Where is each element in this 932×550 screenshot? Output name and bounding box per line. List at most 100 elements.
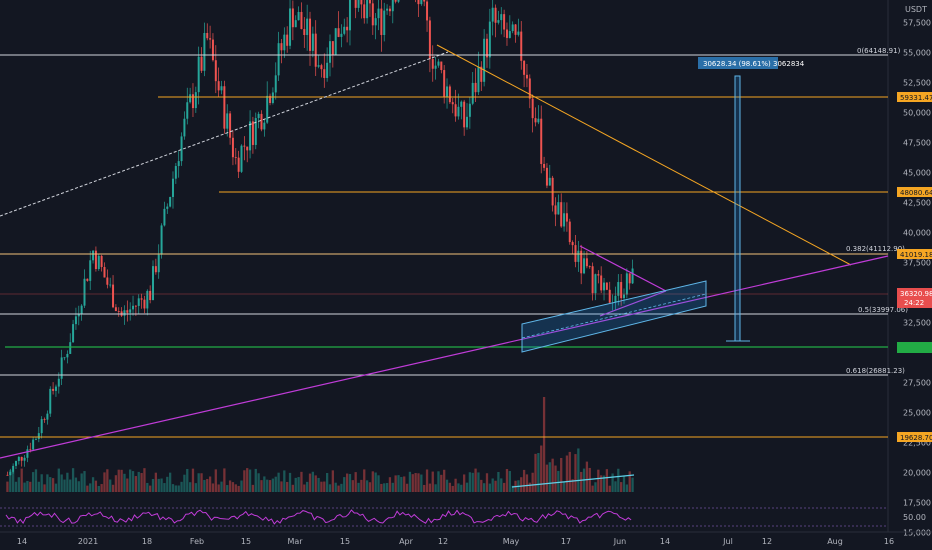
wedge-upper-line[interactable] — [579, 245, 667, 292]
time-tick-16: 16 — [884, 537, 894, 546]
volume-bar — [428, 483, 432, 492]
candle-body — [368, 0, 371, 4]
volume-bar — [343, 477, 346, 492]
price-tick-4: 25,000 — [903, 409, 931, 418]
volume-bar — [43, 484, 46, 492]
fib-label-0: 0(64148.91) — [857, 47, 901, 55]
volume-bar — [605, 469, 609, 492]
volume-bar — [628, 471, 631, 492]
volume-bar — [46, 474, 49, 492]
candle-body — [243, 145, 246, 147]
candle-body — [280, 43, 283, 51]
candle-body — [246, 146, 249, 151]
candle-body — [571, 242, 574, 246]
volume-bar — [223, 468, 226, 492]
candle-body — [220, 86, 223, 91]
volume-bar — [597, 469, 600, 492]
candle-body — [303, 29, 306, 36]
candle-body — [568, 221, 571, 243]
candle-body — [77, 313, 80, 317]
price-tick-3: 22,500 — [903, 439, 931, 448]
candle-body — [263, 122, 266, 130]
candle-body — [80, 305, 83, 314]
volume-bar — [525, 474, 529, 492]
volume-bar — [540, 445, 543, 492]
volume-bar — [300, 471, 303, 492]
svg-text:59331.47: 59331.47 — [900, 94, 932, 102]
candle-body — [394, 0, 397, 2]
volume-bar — [177, 485, 180, 492]
volume-bar — [214, 469, 217, 492]
volume-bar — [40, 474, 43, 492]
volume-bar — [137, 471, 140, 492]
price-tick-14: 55,000 — [903, 49, 931, 58]
volume-bar — [306, 481, 309, 492]
volume-bar — [534, 453, 537, 492]
candle-body — [366, 0, 369, 19]
volume-bar — [591, 485, 594, 492]
candle-body — [40, 419, 43, 434]
candle-body — [63, 357, 66, 359]
time-tick-6: 15 — [340, 537, 350, 546]
volume-bar — [308, 473, 312, 492]
candle-body — [106, 277, 109, 285]
rsi-line — [5, 509, 632, 525]
volume-bar — [425, 469, 429, 492]
descending-trend-line[interactable] — [436, 44, 852, 266]
volume-bar — [488, 483, 491, 492]
volume-bar — [611, 473, 614, 492]
candle-body — [383, 10, 386, 35]
candle-body — [117, 311, 120, 312]
volume-bar — [26, 480, 29, 492]
volume-bar — [554, 465, 557, 492]
price-tick-8: 40,000 — [903, 229, 931, 238]
candle-body — [83, 278, 86, 306]
candle-body — [274, 75, 277, 93]
candle-body — [177, 161, 180, 167]
candle-body — [631, 268, 634, 284]
candle-body — [363, 4, 366, 19]
volume-trend-line[interactable] — [511, 474, 635, 488]
volume-bar — [311, 471, 315, 492]
candle-body — [126, 310, 129, 313]
volume-bar — [471, 472, 474, 492]
candle-body — [29, 449, 32, 451]
candle-body — [72, 324, 75, 343]
candle-body — [214, 60, 217, 82]
candle-body — [503, 14, 506, 30]
volume-bar — [6, 481, 9, 492]
volume-bar — [345, 473, 349, 492]
time-tick-7: Apr — [399, 537, 414, 546]
volume-bar — [183, 474, 186, 492]
price-tick-11: 47,500 — [903, 139, 931, 148]
volume-bar — [440, 474, 443, 492]
parallel-channel[interactable] — [521, 280, 707, 353]
candle-body — [511, 24, 514, 32]
volume-bar — [457, 483, 460, 492]
time-tick-11: Jun — [613, 537, 627, 546]
volume-bar — [277, 472, 280, 492]
candle-body — [266, 95, 269, 123]
volume-bar — [114, 475, 118, 492]
volume-bar — [368, 482, 372, 492]
volume-bar — [86, 485, 89, 492]
volume-bar — [260, 480, 263, 492]
candle-body — [360, 0, 363, 5]
candle-body — [43, 419, 46, 420]
candle-body — [343, 26, 346, 34]
candle-body — [448, 86, 451, 103]
candle-body — [191, 94, 194, 109]
price-tick-9: 42,500 — [903, 199, 931, 208]
candle-body — [594, 274, 597, 294]
volume-bar — [468, 472, 472, 492]
candle-body — [520, 31, 523, 61]
dashed-trend-line[interactable] — [0, 51, 449, 217]
measure-bar[interactable] — [734, 75, 741, 342]
candle-body — [614, 295, 617, 303]
candle-body — [69, 342, 72, 354]
volume-bar — [77, 481, 80, 492]
volume-bar — [286, 481, 289, 492]
wedge-lower-line[interactable] — [599, 290, 667, 317]
candle-body — [9, 471, 12, 476]
